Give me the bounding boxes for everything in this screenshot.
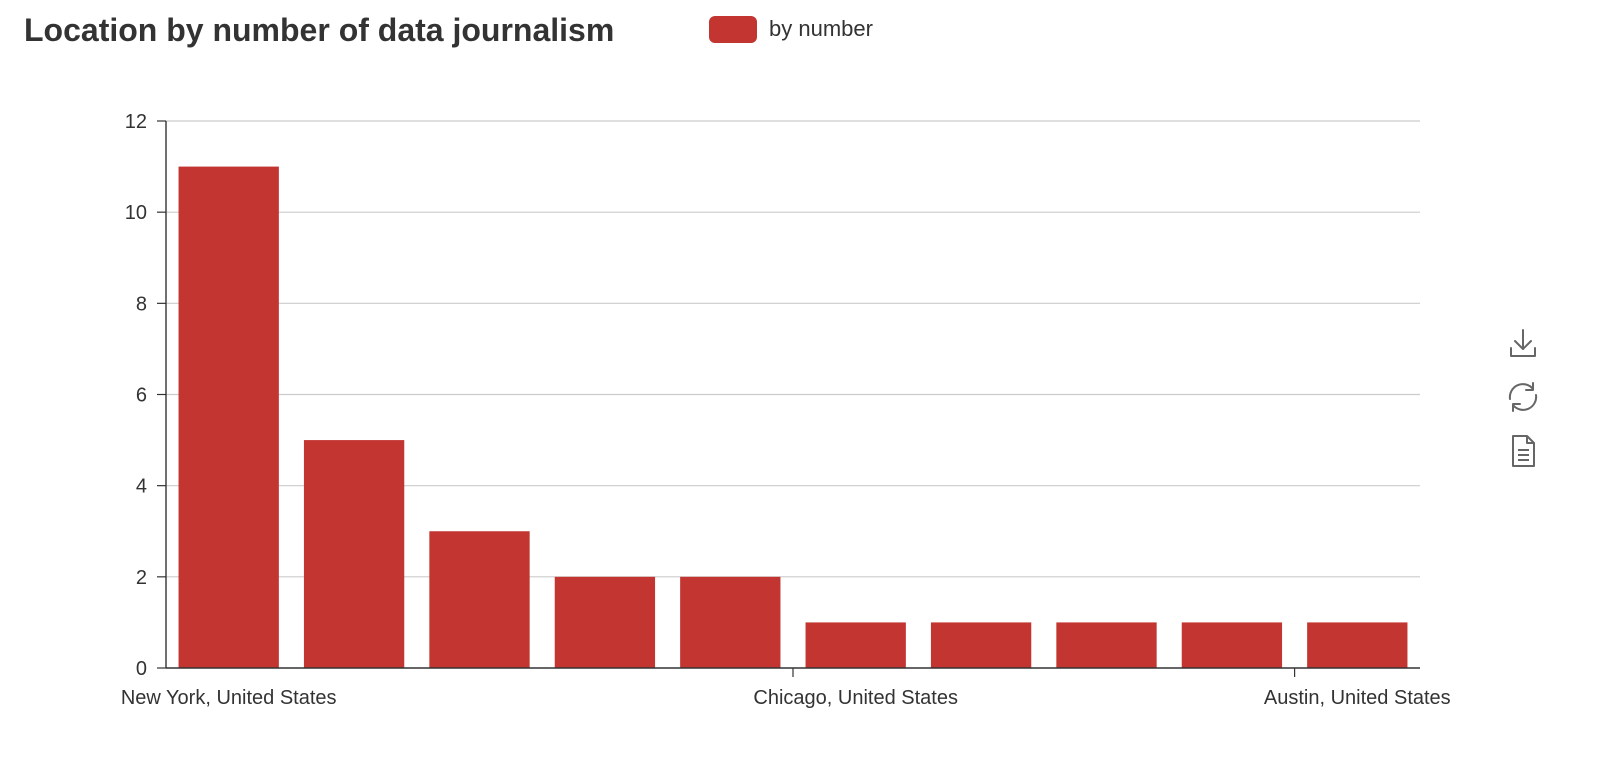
x-tick-label-1: Chicago, United States — [753, 687, 958, 709]
bar-8[interactable] — [1181, 622, 1283, 668]
y-tick-label-8: 8 — [136, 293, 147, 315]
bar-1[interactable] — [303, 440, 405, 668]
toolbox — [1505, 325, 1541, 487]
bar-2[interactable] — [429, 531, 530, 668]
axes — [157, 120, 1420, 677]
bar-7[interactable] — [1056, 622, 1157, 668]
legend-item-by-number[interactable]: by number — [709, 14, 873, 44]
y-tick-label-12: 12 — [125, 111, 147, 133]
bar-5[interactable] — [805, 622, 906, 668]
x-tick-label-0: New York, United States — [121, 687, 337, 709]
y-tick-label-0: 0 — [136, 658, 147, 680]
bar-6[interactable] — [930, 622, 1032, 668]
bar-9[interactable] — [1307, 622, 1408, 668]
download-icon[interactable] — [1505, 325, 1541, 361]
legend-swatch — [709, 15, 757, 43]
tick-labels: 0 2 4 6 8 10 12 New York, United States Chicago,… — [121, 111, 1451, 709]
x-tick-label-2: Austin, United States — [1264, 687, 1451, 709]
y-tick-label-2: 2 — [136, 567, 147, 589]
y-tick-label-4: 4 — [136, 476, 147, 498]
y-tick-label-10: 10 — [125, 202, 147, 224]
refresh-icon[interactable] — [1505, 379, 1541, 415]
bar-3[interactable] — [554, 576, 656, 668]
chart-title: Location by number of data journalism — [24, 12, 615, 48]
y-tick-label-6: 6 — [136, 385, 147, 407]
legend-label: by number — [769, 16, 873, 41]
bars — [178, 166, 1408, 669]
data-view-icon[interactable] — [1505, 433, 1541, 469]
bar-0[interactable] — [178, 166, 279, 669]
bar-4[interactable] — [680, 576, 781, 668]
